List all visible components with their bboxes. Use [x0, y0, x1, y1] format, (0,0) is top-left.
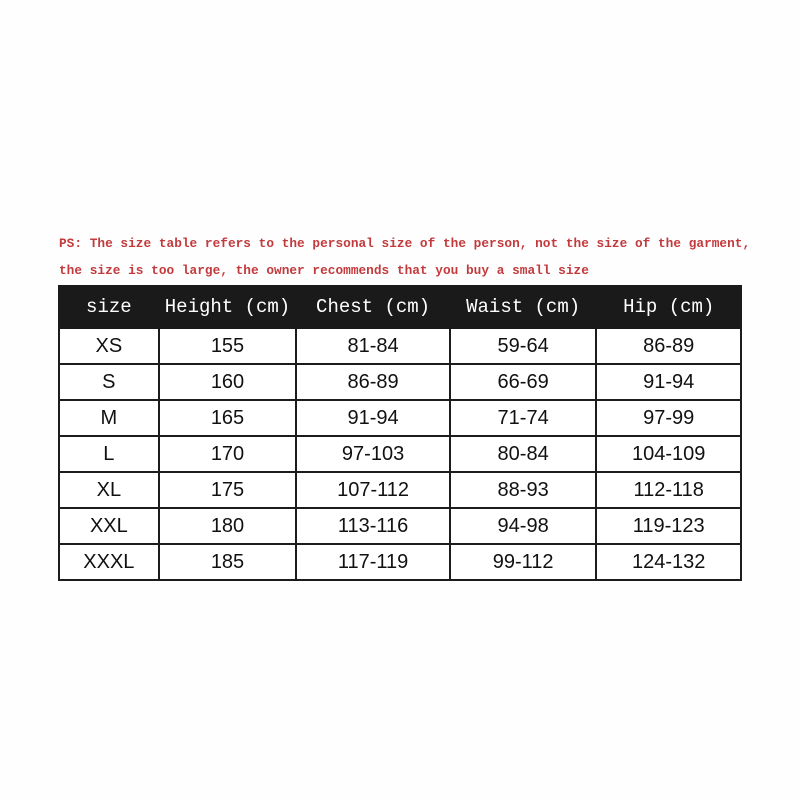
measurement-cell: 155	[157, 327, 298, 365]
measurement-cell: 113-116	[295, 507, 451, 545]
measurement-cell: 165	[157, 399, 298, 437]
measurement-cell: 91-94	[595, 363, 742, 401]
measurement-cell: 117-119	[295, 543, 451, 581]
measurement-cell: 86-89	[295, 363, 451, 401]
measurement-cell: 104-109	[595, 435, 742, 473]
measurement-cell: 185	[157, 543, 298, 581]
size-note: PS: The size table refers to the persona…	[59, 230, 750, 284]
column-header-1: Height (cm)	[157, 285, 298, 329]
size-label-cell: M	[58, 399, 160, 437]
measurement-cell: 66-69	[448, 363, 598, 401]
measurement-cell: 119-123	[595, 507, 742, 545]
measurement-cell: 124-132	[595, 543, 742, 581]
table-row: XL 175 107-112 88-93 112-118	[58, 471, 742, 509]
measurement-cell: 80-84	[448, 435, 598, 473]
size-label-cell: S	[58, 363, 160, 401]
size-table: size Height (cm) Chest (cm) Waist (cm) Hip (…	[58, 285, 742, 581]
table-row: M 165 91-94 71-74 97-99	[58, 399, 742, 437]
size-label-cell: XS	[58, 327, 160, 365]
table-row: S 160 86-89 66-69 91-94	[58, 363, 742, 401]
size-label-cell: XL	[58, 471, 160, 509]
column-header-0: size	[58, 285, 160, 329]
measurement-cell: 94-98	[448, 507, 598, 545]
measurement-cell: 97-99	[595, 399, 742, 437]
note-line-1: PS: The size table refers to the persona…	[59, 236, 751, 251]
measurement-cell: 112-118	[595, 471, 742, 509]
measurement-cell: 97-103	[295, 435, 451, 473]
table-row: XXL 180 113-116 94-98 119-123	[58, 507, 742, 545]
column-header-4: Hip (cm)	[595, 285, 742, 329]
column-header-3: Waist (cm)	[448, 285, 598, 329]
measurement-cell: 86-89	[595, 327, 742, 365]
measurement-cell: 160	[157, 363, 298, 401]
size-label-cell: L	[58, 435, 160, 473]
size-table-header-row: size Height (cm) Chest (cm) Waist (cm) Hip (…	[58, 285, 742, 329]
table-row: XXXL 185 117-119 99-112 124-132	[58, 543, 742, 581]
measurement-cell: 81-84	[295, 327, 451, 365]
measurement-cell: 180	[157, 507, 298, 545]
measurement-cell: 91-94	[295, 399, 451, 437]
table-row: L 170 97-103 80-84 104-109	[58, 435, 742, 473]
size-label-cell: XXL	[58, 507, 160, 545]
measurement-cell: 99-112	[448, 543, 598, 581]
table-row: XS 155 81-84 59-64 86-89	[58, 327, 742, 365]
measurement-cell: 71-74	[448, 399, 598, 437]
measurement-cell: 175	[157, 471, 298, 509]
measurement-cell: 170	[157, 435, 298, 473]
measurement-cell: 88-93	[448, 471, 598, 509]
note-line-2: the size is too large, the owner recomme…	[59, 263, 589, 278]
measurement-cell: 107-112	[295, 471, 451, 509]
measurement-cell: 59-64	[448, 327, 598, 365]
size-label-cell: XXXL	[58, 543, 160, 581]
column-header-2: Chest (cm)	[295, 285, 451, 329]
